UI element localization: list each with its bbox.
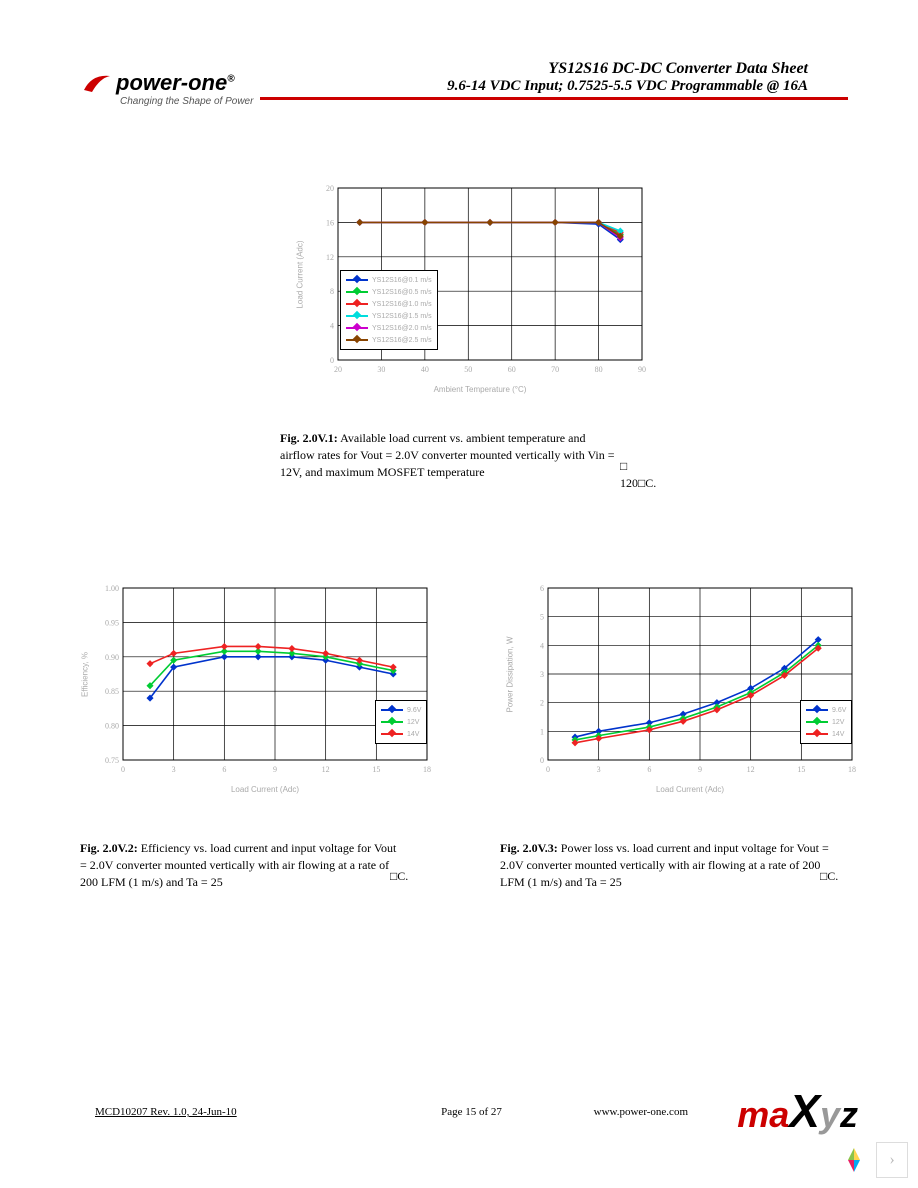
- caption-3-label: Fig. 2.0V.3:: [500, 841, 558, 855]
- footer-right: www.power-one.com: [594, 1106, 688, 1118]
- wm-y: y: [820, 1094, 840, 1135]
- svg-text:0: 0: [546, 765, 550, 774]
- brand-logo: power-one® Changing the Shape of Power: [90, 70, 290, 107]
- chart-2-ylabel: Efficiency, %: [81, 615, 90, 735]
- svg-text:0: 0: [540, 756, 544, 765]
- next-page-button[interactable]: ›: [876, 1142, 908, 1178]
- svg-text:12: 12: [322, 765, 330, 774]
- legend-item: 9.6V: [381, 704, 421, 716]
- caption-3-suffix: □C.: [820, 868, 838, 885]
- svg-text:6: 6: [540, 584, 544, 593]
- svg-text:18: 18: [423, 765, 431, 774]
- svg-text:0.85: 0.85: [105, 687, 119, 696]
- svg-text:5: 5: [540, 613, 544, 622]
- svg-text:16: 16: [326, 218, 334, 227]
- reg-mark: ®: [227, 74, 234, 85]
- legend-item: YS12S16@2.5 m/s: [346, 334, 432, 346]
- chart-3-ylabel: Power Dissipation, W: [506, 615, 515, 735]
- page-footer: MCD10207 Rev. 1.0, 24-Jun-10 Page 15 of …: [95, 1106, 848, 1118]
- chart-2-svg: 0 3 6 9 12 15 18 0.75 0.80 0.85 0.90 0.95 1.00: [95, 580, 435, 780]
- nav-thumb-icon[interactable]: [840, 1146, 868, 1174]
- chart-3: 03691215180123456 Load Current (Adc) Pow…: [520, 580, 860, 785]
- chart-3-xlabel: Load Current (Adc): [520, 785, 860, 794]
- svg-text:12: 12: [326, 253, 334, 262]
- header-rule: [260, 97, 848, 100]
- legend-item: YS12S16@2.0 m/s: [346, 322, 432, 334]
- legend-item: YS12S16@0.5 m/s: [346, 286, 432, 298]
- svg-text:40: 40: [421, 365, 429, 374]
- caption-3: Fig. 2.0V.3: Power loss vs. load current…: [500, 840, 830, 890]
- caption-1-label: Fig. 2.0V.1:: [280, 431, 338, 445]
- svg-text:0.75: 0.75: [105, 756, 119, 765]
- chart-3-legend: 9.6V12V14V: [800, 700, 852, 744]
- svg-text:0.80: 0.80: [105, 722, 119, 731]
- caption-2-label: Fig. 2.0V.2:: [80, 841, 138, 855]
- legend-item: YS12S16@0.1 m/s: [346, 274, 432, 286]
- svg-text:3: 3: [540, 670, 544, 679]
- svg-text:70: 70: [551, 365, 559, 374]
- swoosh-icon: [82, 72, 122, 94]
- chart-2: 03691215180.750.800.850.900.951.00 Load …: [95, 580, 435, 785]
- svg-text:20: 20: [326, 184, 334, 193]
- svg-text:3: 3: [172, 765, 176, 774]
- svg-text:8: 8: [330, 287, 334, 296]
- svg-text:12: 12: [747, 765, 755, 774]
- wm-m: m: [737, 1094, 769, 1135]
- chart-1-legend: YS12S16@0.1 m/sYS12S16@0.5 m/sYS12S16@1.…: [340, 270, 438, 350]
- legend-item: 14V: [381, 728, 421, 740]
- legend-item: 12V: [806, 716, 846, 728]
- page-nav: ›: [840, 1142, 908, 1178]
- svg-text:18: 18: [848, 765, 856, 774]
- svg-text:9: 9: [273, 765, 277, 774]
- chart-1: 2030405060708090048121620 Ambient Temper…: [310, 180, 650, 385]
- chart-3-svg: 03691215180123456: [520, 580, 860, 780]
- wm-x: X: [789, 1085, 820, 1137]
- svg-text:0.95: 0.95: [105, 618, 119, 627]
- brand-text: power-one: [116, 70, 227, 95]
- svg-text:20: 20: [334, 365, 342, 374]
- svg-text:15: 15: [797, 765, 805, 774]
- brand-name: power-one®: [90, 70, 290, 96]
- legend-item: YS12S16@1.5 m/s: [346, 310, 432, 322]
- svg-text:15: 15: [372, 765, 380, 774]
- svg-text:80: 80: [595, 365, 603, 374]
- svg-text:0: 0: [121, 765, 125, 774]
- watermark-logo: maXyz: [737, 1084, 858, 1138]
- chart-1-ylabel: Load Current (Adc): [296, 215, 305, 335]
- svg-text:1: 1: [540, 727, 544, 736]
- caption-1: Fig. 2.0V.1: Available load current vs. …: [280, 430, 620, 480]
- caption-2: Fig. 2.0V.2: Efficiency vs. load current…: [80, 840, 400, 890]
- svg-text:4: 4: [330, 322, 334, 331]
- svg-text:2: 2: [540, 699, 544, 708]
- caption-2-suffix: □C.: [390, 868, 408, 885]
- chart-1-xlabel: Ambient Temperature (°C): [310, 385, 650, 394]
- svg-text:60: 60: [508, 365, 516, 374]
- svg-text:50: 50: [464, 365, 472, 374]
- svg-text:6: 6: [647, 765, 651, 774]
- wm-z: z: [840, 1094, 858, 1135]
- wm-a: a: [769, 1094, 789, 1135]
- svg-text:3: 3: [597, 765, 601, 774]
- chart-2-xlabel: Load Current (Adc): [95, 785, 435, 794]
- svg-text:90: 90: [638, 365, 646, 374]
- brand-tagline: Changing the Shape of Power: [120, 96, 290, 107]
- svg-text:30: 30: [377, 365, 385, 374]
- legend-item: 12V: [381, 716, 421, 728]
- svg-text:1.00: 1.00: [105, 584, 119, 593]
- svg-text:6: 6: [222, 765, 226, 774]
- legend-item: YS12S16@1.0 m/s: [346, 298, 432, 310]
- caption-1-suffix: □ 120□C.: [620, 458, 656, 492]
- chart-2-legend: 9.6V12V14V: [375, 700, 427, 744]
- footer-center: Page 15 of 27: [95, 1106, 848, 1118]
- svg-text:0.90: 0.90: [105, 653, 119, 662]
- svg-text:0: 0: [330, 356, 334, 365]
- legend-item: 14V: [806, 728, 846, 740]
- legend-item: 9.6V: [806, 704, 846, 716]
- svg-text:4: 4: [540, 641, 544, 650]
- svg-text:9: 9: [698, 765, 702, 774]
